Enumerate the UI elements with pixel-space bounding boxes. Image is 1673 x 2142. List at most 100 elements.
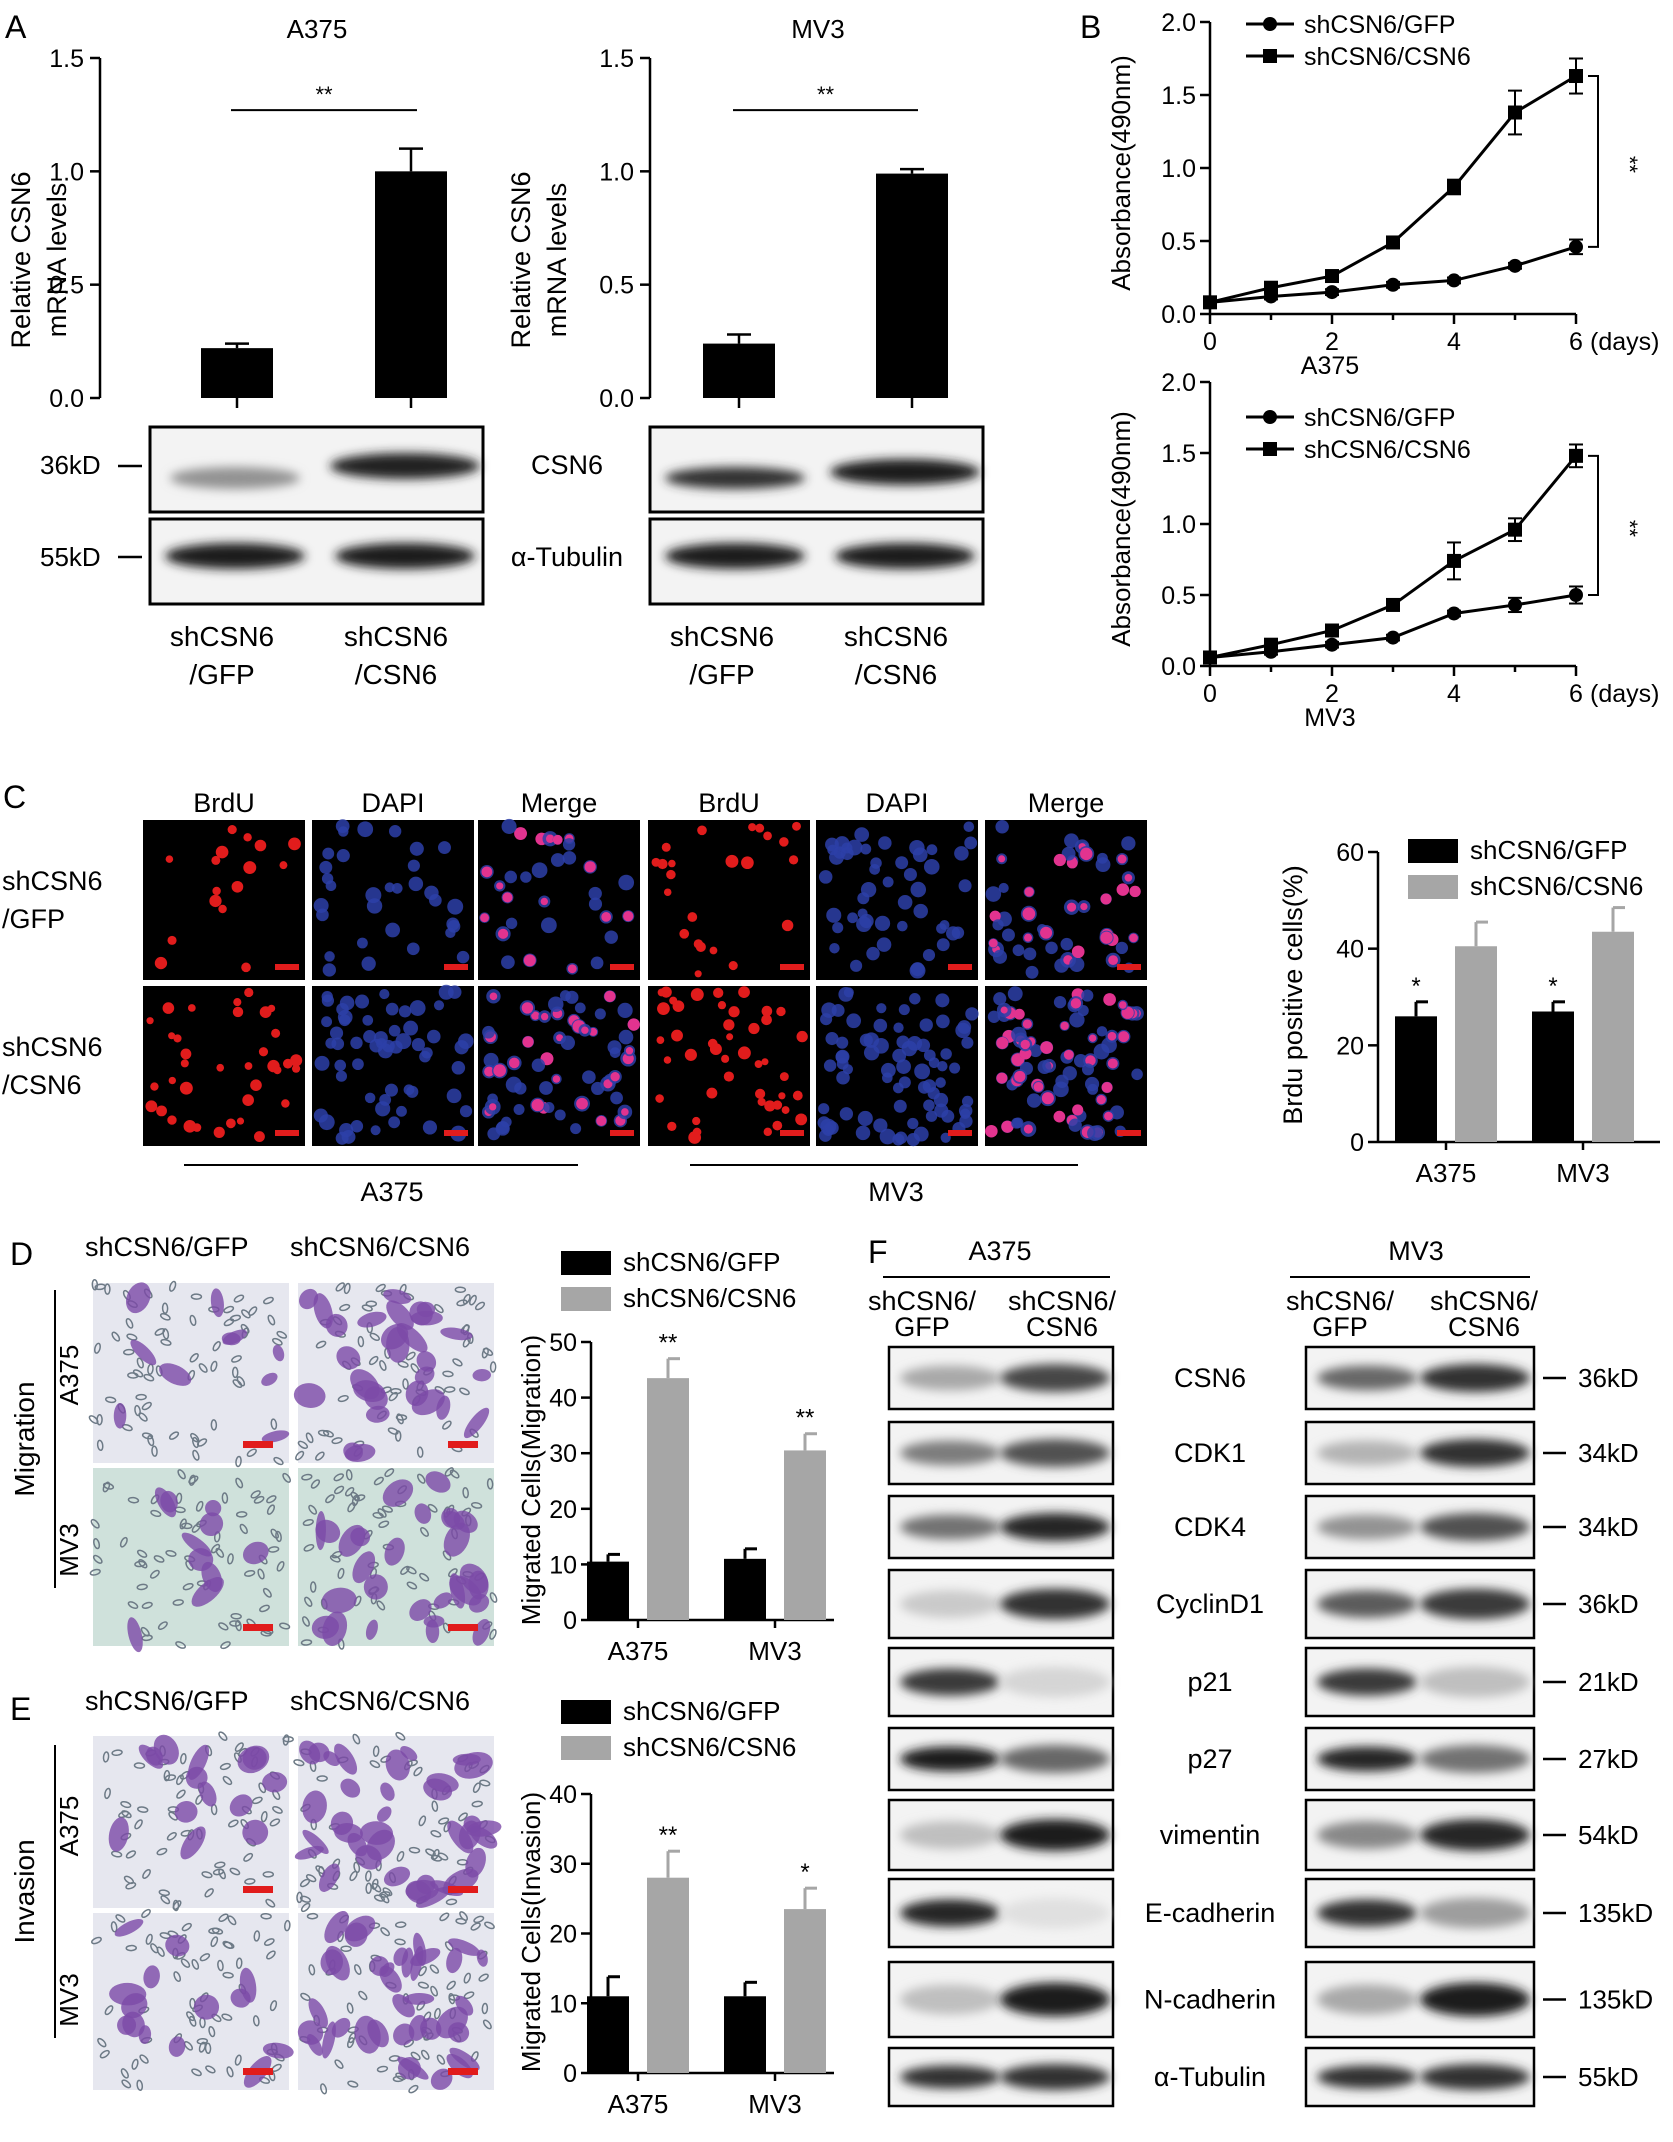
- membrane-pore: [138, 1558, 148, 1569]
- lane-label: shCSN6/: [1286, 1286, 1395, 1316]
- nucleus: [661, 842, 671, 852]
- y-axis-label: Relative CSN6: [506, 171, 536, 348]
- nucleus: [741, 856, 754, 870]
- membrane-pore: [470, 1922, 481, 1931]
- cell-line-label: MV3: [1388, 1236, 1444, 1266]
- membrane-pore: [204, 1888, 214, 1898]
- nucleus: [618, 874, 635, 891]
- nucleus: [955, 1022, 971, 1039]
- stained-cell: [229, 1794, 253, 1817]
- nucleus: [876, 1003, 887, 1014]
- lane-label: GFP: [1312, 1312, 1368, 1342]
- data-point: [1325, 269, 1339, 284]
- stained-cell: [365, 1619, 378, 1640]
- nucleus: [998, 882, 1009, 893]
- nucleus: [1124, 873, 1133, 882]
- nucleus: [258, 1047, 269, 1057]
- group-label: shCSN6: [170, 621, 274, 652]
- protein-band: [900, 1590, 1000, 1618]
- nucleus: [601, 912, 612, 922]
- nucleus: [1081, 1063, 1094, 1076]
- membrane-pore: [300, 1902, 311, 1913]
- nucleus: [335, 1070, 348, 1082]
- nucleus: [531, 1058, 546, 1073]
- membrane-pore: [221, 2013, 233, 2021]
- stained-cell: [448, 2022, 470, 2043]
- panel-letter-C: C: [3, 779, 26, 815]
- membrane-pore: [430, 1830, 442, 1838]
- membrane-pore: [198, 2041, 206, 2053]
- nucleus: [584, 861, 596, 873]
- nucleus: [350, 1120, 364, 1133]
- chart-title: A375: [287, 14, 348, 44]
- y-tick-label: 0.5: [599, 272, 634, 300]
- membrane-pore: [111, 1331, 121, 1342]
- membrane-pore: [134, 1819, 143, 1830]
- protein-label: CSN6: [1174, 1363, 1246, 1393]
- membrane-pore: [222, 1971, 234, 1979]
- nucleus: [996, 1072, 1008, 1084]
- y-tick-label: 10: [549, 1551, 577, 1579]
- stained-cell: [315, 1519, 341, 1543]
- nucleus: [621, 1108, 629, 1116]
- membrane-pore: [353, 1964, 362, 1975]
- channel-label: Merge: [1028, 788, 1105, 818]
- nucleus: [504, 870, 518, 884]
- membrane-pore: [125, 1944, 137, 1952]
- x-tick-label: 6: [1569, 680, 1583, 708]
- stained-cell: [433, 1592, 453, 1609]
- membrane-pore: [175, 1774, 184, 1786]
- nucleus: [910, 881, 927, 898]
- stained-cell: [113, 1402, 127, 1429]
- nucleus: [935, 1077, 946, 1088]
- membrane-pore: [120, 2068, 129, 2079]
- protein-band: [1420, 1666, 1530, 1698]
- nucleus: [657, 858, 668, 870]
- nucleus: [496, 1121, 510, 1135]
- nucleus: [964, 836, 978, 850]
- band-label: α-Tubulin: [511, 542, 623, 572]
- nucleus: [692, 1116, 701, 1126]
- protein-band: [900, 1668, 1000, 1696]
- stained-cell: [336, 1346, 361, 1370]
- membrane-pore: [484, 1921, 495, 1930]
- significance-bracket: [1588, 454, 1599, 596]
- bar: [647, 1877, 689, 2073]
- nucleus: [1096, 1094, 1106, 1105]
- nucleus: [325, 880, 337, 892]
- membrane-pore: [377, 1508, 387, 1518]
- nucleus: [748, 1022, 760, 1035]
- nucleus: [1007, 986, 1023, 1002]
- stained-cell: [383, 1289, 412, 1305]
- membrane-pore: [394, 1430, 402, 1442]
- protein-band: [1317, 1821, 1417, 1849]
- membrane-pore: [406, 1566, 417, 1575]
- nucleus: [403, 1020, 419, 1036]
- membrane-pore: [481, 1347, 489, 1359]
- membrane-pore: [179, 1518, 187, 1530]
- y-tick-label: 30: [549, 1440, 577, 1468]
- nucleus: [243, 861, 257, 875]
- y-tick-label: 40: [1336, 936, 1364, 964]
- transwell-image: [298, 1467, 498, 1650]
- micrograph-tile: [648, 986, 810, 1146]
- membrane-pore: [140, 1626, 150, 1637]
- nucleus: [985, 886, 1002, 902]
- bar: [1592, 931, 1634, 1142]
- nucleus: [1011, 1117, 1023, 1129]
- nucleus: [209, 894, 222, 908]
- nucleus: [325, 1037, 337, 1049]
- membrane-pore: [151, 1445, 158, 1457]
- nucleus: [866, 946, 880, 961]
- membrane-pore: [236, 1376, 246, 1387]
- nucleus: [407, 859, 420, 872]
- nucleus: [379, 988, 390, 1000]
- transwell-image: [297, 1910, 495, 2095]
- nucleus: [361, 956, 376, 971]
- y-tick-label: 0.0: [599, 385, 634, 413]
- nucleus: [588, 886, 602, 901]
- nucleus: [364, 1092, 376, 1104]
- nucleus: [168, 1032, 176, 1040]
- nucleus: [1131, 1068, 1143, 1081]
- membrane-pore: [406, 1581, 418, 1590]
